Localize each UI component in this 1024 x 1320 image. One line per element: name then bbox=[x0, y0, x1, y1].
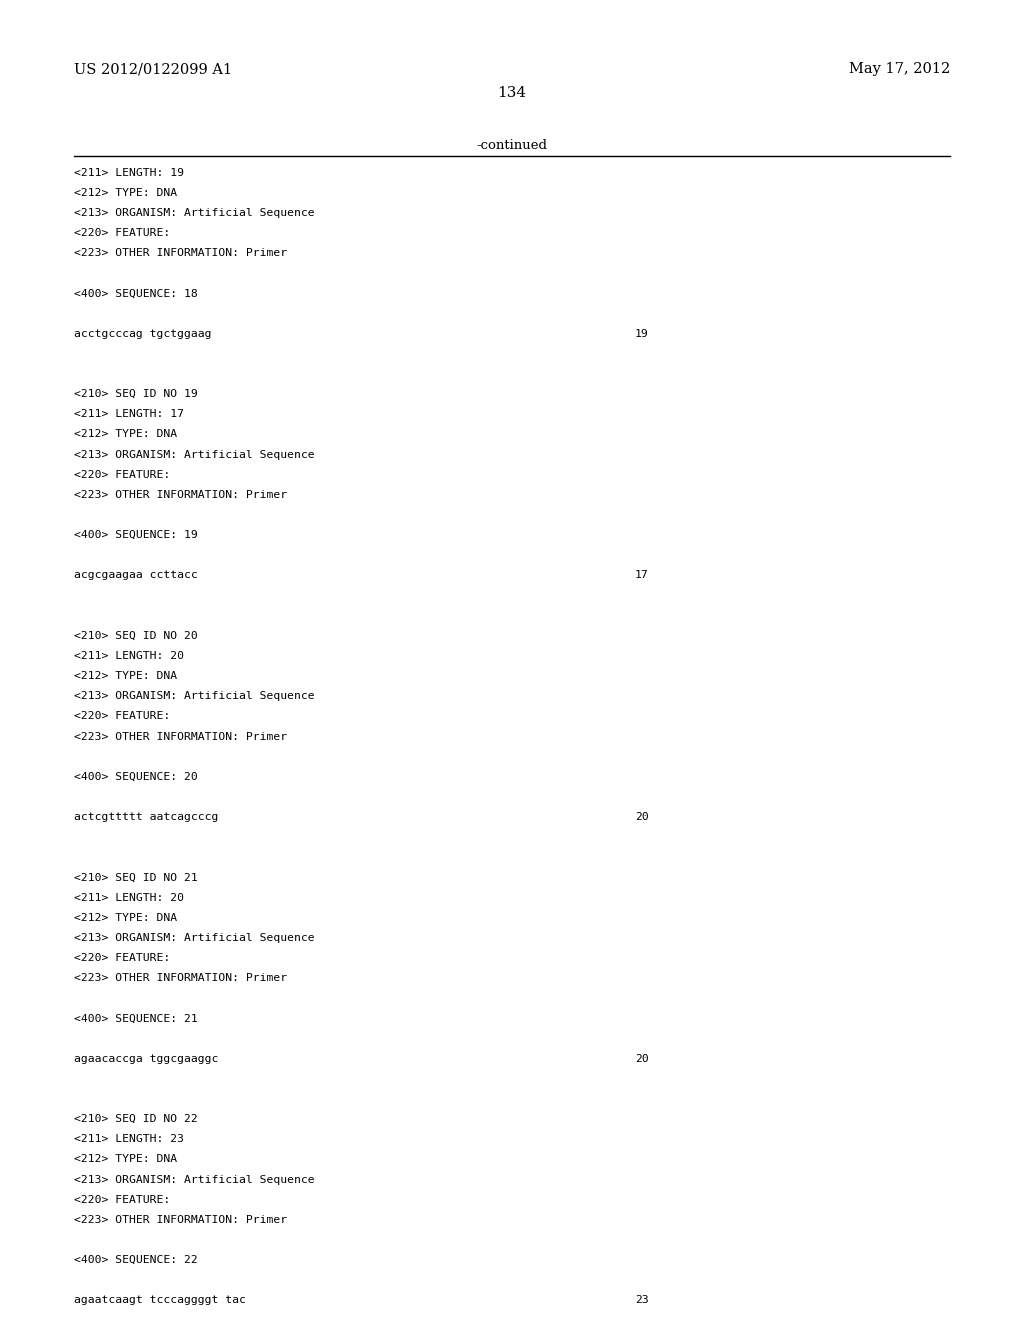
Text: <400> SEQUENCE: 20: <400> SEQUENCE: 20 bbox=[74, 772, 198, 781]
Text: <211> LENGTH: 20: <211> LENGTH: 20 bbox=[74, 651, 183, 661]
Text: <220> FEATURE:: <220> FEATURE: bbox=[74, 711, 170, 722]
Text: -continued: -continued bbox=[476, 139, 548, 152]
Text: <220> FEATURE:: <220> FEATURE: bbox=[74, 470, 170, 479]
Text: 134: 134 bbox=[498, 86, 526, 100]
Text: <210> SEQ ID NO 19: <210> SEQ ID NO 19 bbox=[74, 389, 198, 399]
Text: agaatcaagt tcccaggggt tac: agaatcaagt tcccaggggt tac bbox=[74, 1295, 246, 1305]
Text: 20: 20 bbox=[635, 812, 648, 822]
Text: agaacaccga tggcgaaggc: agaacaccga tggcgaaggc bbox=[74, 1053, 218, 1064]
Text: <400> SEQUENCE: 19: <400> SEQUENCE: 19 bbox=[74, 531, 198, 540]
Text: <223> OTHER INFORMATION: Primer: <223> OTHER INFORMATION: Primer bbox=[74, 973, 287, 983]
Text: <212> TYPE: DNA: <212> TYPE: DNA bbox=[74, 187, 177, 198]
Text: acctgcccag tgctggaag: acctgcccag tgctggaag bbox=[74, 329, 211, 339]
Text: <213> ORGANISM: Artificial Sequence: <213> ORGANISM: Artificial Sequence bbox=[74, 933, 314, 942]
Text: <213> ORGANISM: Artificial Sequence: <213> ORGANISM: Artificial Sequence bbox=[74, 450, 314, 459]
Text: <212> TYPE: DNA: <212> TYPE: DNA bbox=[74, 1155, 177, 1164]
Text: <223> OTHER INFORMATION: Primer: <223> OTHER INFORMATION: Primer bbox=[74, 1214, 287, 1225]
Text: <400> SEQUENCE: 21: <400> SEQUENCE: 21 bbox=[74, 1014, 198, 1023]
Text: acgcgaagaa ccttacc: acgcgaagaa ccttacc bbox=[74, 570, 198, 581]
Text: actcgttttt aatcagcccg: actcgttttt aatcagcccg bbox=[74, 812, 218, 822]
Text: <212> TYPE: DNA: <212> TYPE: DNA bbox=[74, 912, 177, 923]
Text: <223> OTHER INFORMATION: Primer: <223> OTHER INFORMATION: Primer bbox=[74, 731, 287, 742]
Text: <210> SEQ ID NO 20: <210> SEQ ID NO 20 bbox=[74, 631, 198, 640]
Text: <220> FEATURE:: <220> FEATURE: bbox=[74, 1195, 170, 1205]
Text: <211> LENGTH: 19: <211> LENGTH: 19 bbox=[74, 168, 183, 178]
Text: 17: 17 bbox=[635, 570, 648, 581]
Text: 20: 20 bbox=[635, 1053, 648, 1064]
Text: <213> ORGANISM: Artificial Sequence: <213> ORGANISM: Artificial Sequence bbox=[74, 692, 314, 701]
Text: <220> FEATURE:: <220> FEATURE: bbox=[74, 228, 170, 238]
Text: <223> OTHER INFORMATION: Primer: <223> OTHER INFORMATION: Primer bbox=[74, 490, 287, 500]
Text: 23: 23 bbox=[635, 1295, 648, 1305]
Text: <213> ORGANISM: Artificial Sequence: <213> ORGANISM: Artificial Sequence bbox=[74, 209, 314, 218]
Text: May 17, 2012: May 17, 2012 bbox=[849, 62, 950, 77]
Text: 19: 19 bbox=[635, 329, 648, 339]
Text: <220> FEATURE:: <220> FEATURE: bbox=[74, 953, 170, 964]
Text: <211> LENGTH: 23: <211> LENGTH: 23 bbox=[74, 1134, 183, 1144]
Text: <211> LENGTH: 17: <211> LENGTH: 17 bbox=[74, 409, 183, 420]
Text: <210> SEQ ID NO 21: <210> SEQ ID NO 21 bbox=[74, 873, 198, 883]
Text: <223> OTHER INFORMATION: Primer: <223> OTHER INFORMATION: Primer bbox=[74, 248, 287, 259]
Text: <211> LENGTH: 20: <211> LENGTH: 20 bbox=[74, 892, 183, 903]
Text: <400> SEQUENCE: 18: <400> SEQUENCE: 18 bbox=[74, 289, 198, 298]
Text: <212> TYPE: DNA: <212> TYPE: DNA bbox=[74, 429, 177, 440]
Text: <400> SEQUENCE: 22: <400> SEQUENCE: 22 bbox=[74, 1255, 198, 1265]
Text: <210> SEQ ID NO 22: <210> SEQ ID NO 22 bbox=[74, 1114, 198, 1125]
Text: US 2012/0122099 A1: US 2012/0122099 A1 bbox=[74, 62, 231, 77]
Text: <213> ORGANISM: Artificial Sequence: <213> ORGANISM: Artificial Sequence bbox=[74, 1175, 314, 1184]
Text: <212> TYPE: DNA: <212> TYPE: DNA bbox=[74, 671, 177, 681]
